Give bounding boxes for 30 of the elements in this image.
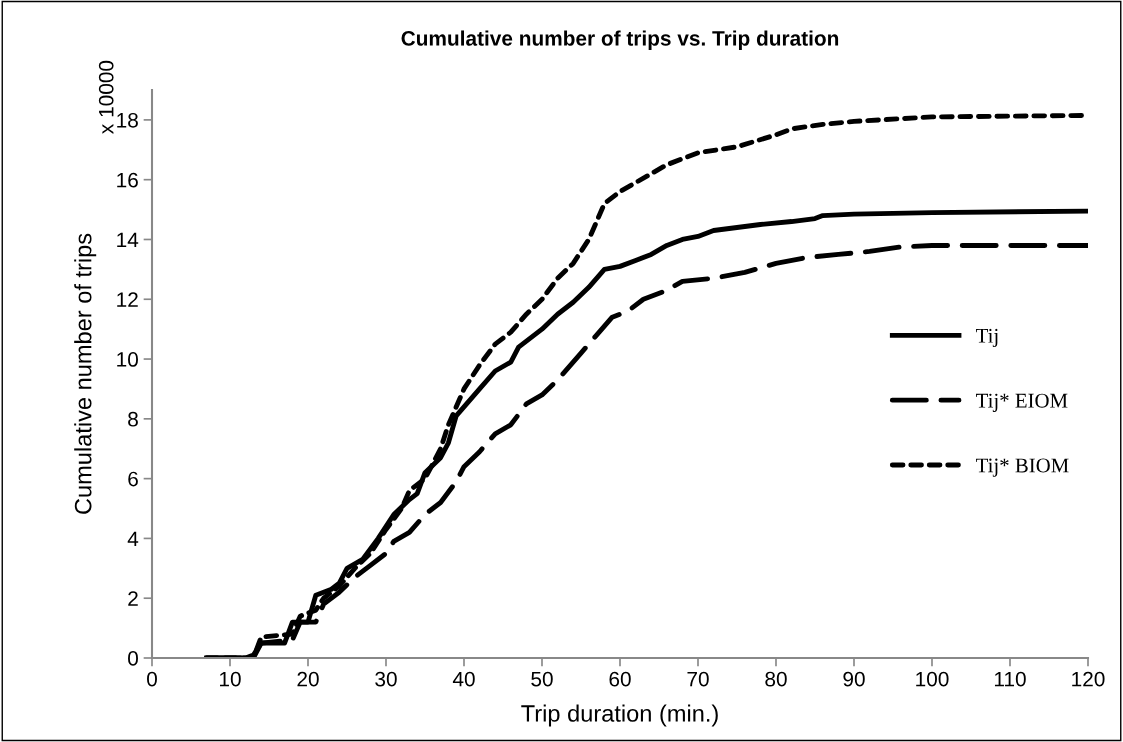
- legend-label: Tij: [976, 328, 998, 348]
- x-tick-label: 50: [531, 671, 553, 687]
- y-tick-label: 14: [117, 232, 139, 248]
- x-axis-title: Trip duration (min.): [521, 704, 718, 727]
- x-tick-label: 80: [765, 671, 787, 687]
- y-tick-label: 12: [117, 292, 138, 307]
- y-tick-label: 2: [128, 591, 138, 606]
- y-tick-label: 18: [117, 112, 138, 128]
- y-tick-label: 6: [128, 471, 138, 487]
- y-tick-label: 4: [127, 531, 139, 546]
- x-tick-label: 30: [375, 671, 397, 687]
- legend-label: Tij* BIOM: [976, 458, 1069, 477]
- x-tick-label: 70: [687, 671, 709, 687]
- chart-title: Cumulative number of trips vs. Trip duration: [401, 30, 839, 50]
- x-tick-label: 10: [220, 671, 241, 687]
- x-tick-label: 20: [297, 671, 319, 687]
- x-tick-label: 60: [609, 671, 631, 687]
- x-tick-label: 120: [1072, 671, 1105, 687]
- legend-label: Tij* EIOM: [976, 393, 1068, 412]
- y-tick-label: 10: [117, 352, 138, 367]
- x-tick-label: 0: [147, 671, 157, 687]
- x-tick-label: 90: [843, 671, 865, 687]
- x-tick-label: 100: [916, 671, 949, 687]
- y-tick-label: 0: [128, 651, 138, 666]
- y-tick-label: 16: [117, 172, 138, 188]
- x-tick-label: 40: [452, 671, 475, 687]
- y-axis-title: Cumulative number of trips: [74, 233, 97, 514]
- text: x 10000: [98, 60, 114, 134]
- x-tick-label: 110: [994, 671, 1026, 687]
- y-tick-label: 8: [128, 411, 138, 427]
